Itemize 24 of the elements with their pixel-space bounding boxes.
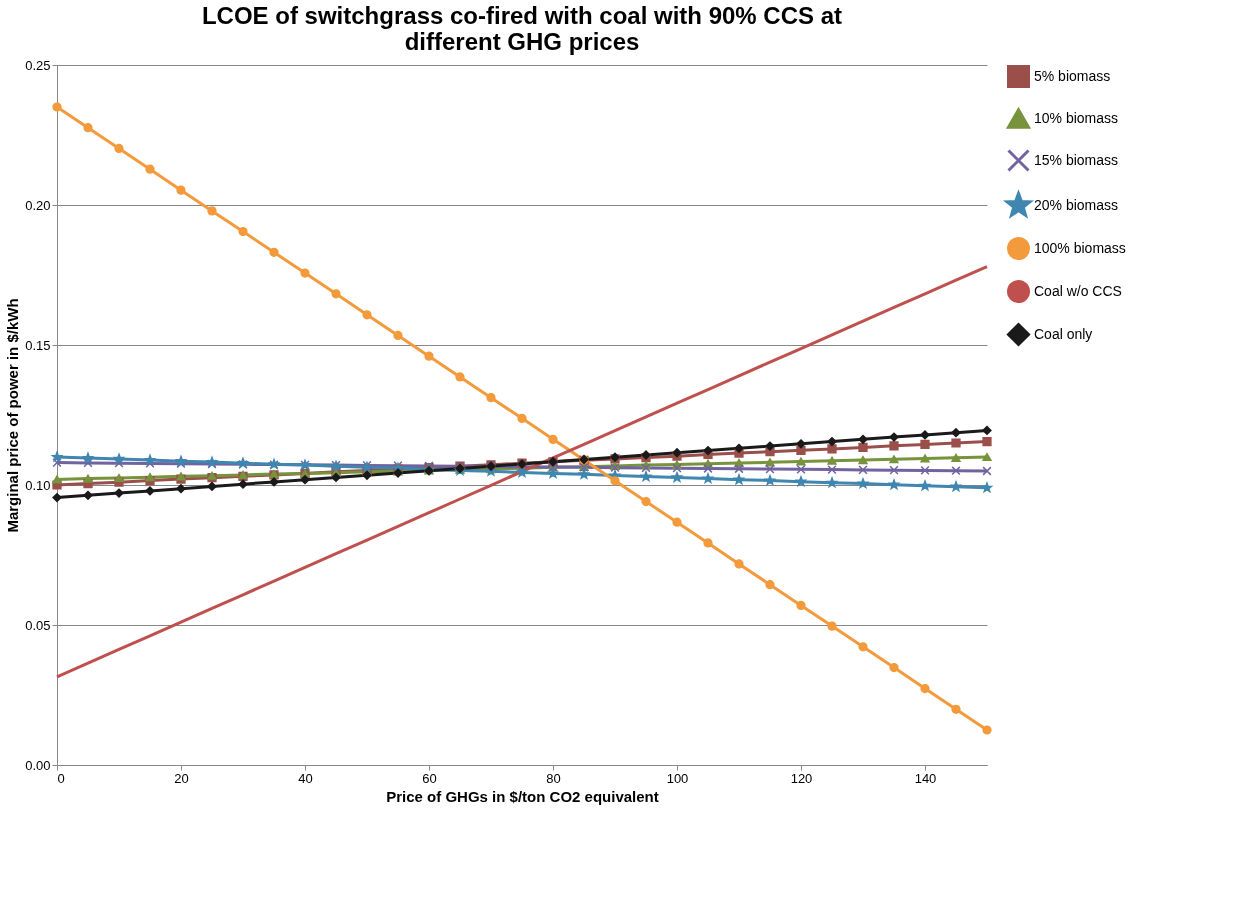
- legend-label: 15% biomass: [1034, 151, 1119, 168]
- x-axis-title: Price of GHGs in $/ton CO2 equivalent: [386, 787, 659, 805]
- x-tick-label: 0: [57, 770, 65, 786]
- y-tick-label: 0.00: [25, 757, 51, 773]
- y-tick-label: 0.10: [25, 477, 51, 493]
- legend-label: 20% biomass: [1034, 196, 1119, 213]
- x-tick-label: 80: [546, 770, 561, 786]
- y-tick-label: 0.25: [25, 57, 51, 73]
- y-tick-label: 0.05: [25, 617, 51, 633]
- legend-label: 10% biomass: [1034, 109, 1119, 126]
- y-axis-title: Marginal price of power in $/kWh: [4, 298, 22, 533]
- legend-label: 100% biomass: [1034, 239, 1126, 256]
- y-tick-label: 0.20: [25, 197, 51, 213]
- chart-title: LCOE of switchgrass co-fired with coal with 90% CCS at different GHG prices: [201, 2, 843, 55]
- y-tick-label: 0.15: [25, 337, 51, 353]
- legend-label: Coal only: [1034, 325, 1093, 342]
- legend-label: Coal w/o CCS: [1034, 282, 1122, 299]
- x-tick-label: 40: [298, 770, 313, 786]
- x-tick-label: 140: [914, 770, 937, 786]
- legend-label: 5% biomass: [1034, 67, 1111, 84]
- x-tick-label: 60: [422, 770, 437, 786]
- x-tick-label: 100: [666, 770, 689, 786]
- x-tick-label: 20: [174, 770, 189, 786]
- x-tick-label: 120: [790, 770, 813, 786]
